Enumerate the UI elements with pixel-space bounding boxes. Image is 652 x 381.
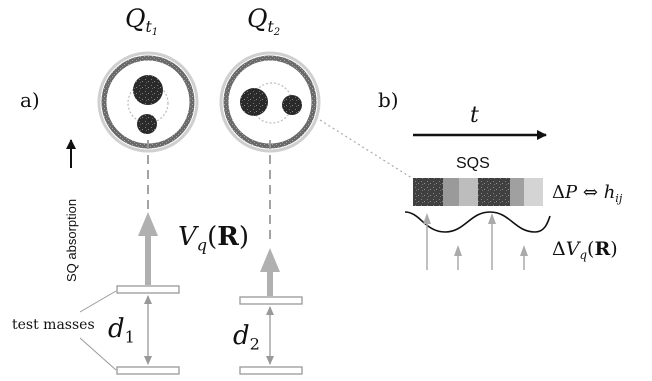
wave-arrow-1-head	[423, 213, 431, 224]
test-mass-pointer-bottom	[79, 337, 117, 371]
separation-arrow-up	[144, 295, 152, 304]
delta-p-h: h	[603, 182, 616, 203]
blob-small	[137, 114, 157, 134]
circle-q-t1	[97, 51, 199, 153]
delta-v-label: ΔVq(R)	[552, 238, 618, 262]
potential-base: V	[178, 222, 197, 252]
delta-v-v: V	[565, 238, 580, 260]
blob-large	[240, 88, 268, 116]
panel-a-label: a)	[20, 88, 40, 112]
delta-v-delta: Δ	[552, 238, 566, 260]
test-mass-top	[239, 296, 303, 305]
separation-arrow-down	[266, 356, 274, 365]
potential-sub: q	[196, 235, 208, 255]
wave-arrows	[423, 213, 528, 270]
delta-p-delta: Δ	[552, 182, 565, 203]
potential-open: (	[207, 222, 218, 252]
strip-mid-2	[510, 178, 524, 206]
blob-small	[282, 95, 302, 115]
q-t2-subsub: 2	[273, 27, 281, 39]
thick-arrow-shaft	[145, 225, 151, 285]
outer-halo	[97, 51, 199, 153]
wave-arrow-3-head	[488, 213, 496, 224]
q-t2-base: Q	[247, 4, 268, 33]
thick-arrow-head	[260, 248, 280, 272]
wave-arrow-2-head	[454, 245, 462, 256]
q-t1-label: Qt1	[125, 4, 158, 38]
potential-arg: R	[217, 222, 239, 252]
thick-arrow-head	[138, 212, 158, 236]
test-masses-label: test masses	[12, 317, 95, 333]
time-label: t	[470, 103, 479, 128]
strip-mid-1	[443, 178, 459, 206]
wave-arrow-4-head	[520, 245, 528, 256]
sq-absorption-label: SQ absorption	[64, 198, 79, 282]
strip-light-end	[524, 178, 543, 206]
d1-sub: 1	[124, 327, 135, 347]
separation-arrow-down	[144, 356, 152, 365]
d2-sub: 2	[249, 334, 260, 354]
potential-label: Vq(R)	[178, 222, 249, 255]
d1-label: d1	[108, 314, 135, 347]
delta-v-arg: R	[594, 238, 611, 260]
test-mass-pointer-top	[79, 290, 117, 313]
delta-v-sub: q	[579, 248, 588, 263]
potential-wave	[404, 211, 551, 233]
q-t1-sub: t	[145, 18, 152, 37]
circle-q-t2	[219, 51, 321, 153]
test-mass-top	[116, 285, 180, 294]
blob-large	[133, 75, 163, 105]
sqs-strip	[413, 178, 543, 206]
q-t1-base: Q	[125, 4, 146, 33]
test-mass-bottom	[239, 366, 303, 375]
q-t1-subsub: 1	[151, 27, 159, 39]
delta-v-open: (	[587, 238, 595, 260]
strip-dark-2	[478, 178, 510, 206]
delta-p-arrow: ⇔	[582, 182, 598, 203]
delta-p-sub: ij	[615, 191, 623, 205]
delta-p-p: P	[565, 182, 578, 203]
d2-label: d2	[233, 321, 260, 354]
strip-dark-1	[413, 178, 443, 206]
outer-halo	[219, 51, 321, 153]
d1-base: d	[108, 314, 125, 344]
separation-arrow-up	[266, 306, 274, 315]
test-mass-bottom	[116, 366, 180, 375]
d2-base: d	[233, 321, 250, 351]
panel-b-label: b)	[378, 88, 399, 112]
thick-arrow-shaft	[267, 268, 273, 296]
q-t2-label: Qt2	[247, 4, 280, 38]
assembly-1	[116, 140, 180, 375]
delta-v-close: )	[610, 238, 618, 260]
delta-p-label: ΔP ⇔ hij	[552, 182, 622, 205]
potential-close: )	[238, 222, 250, 252]
sqs-label: SQS	[456, 155, 490, 172]
q-t2-sub: t	[267, 18, 274, 37]
assembly-2	[239, 140, 303, 375]
zoom-connector	[319, 119, 416, 181]
